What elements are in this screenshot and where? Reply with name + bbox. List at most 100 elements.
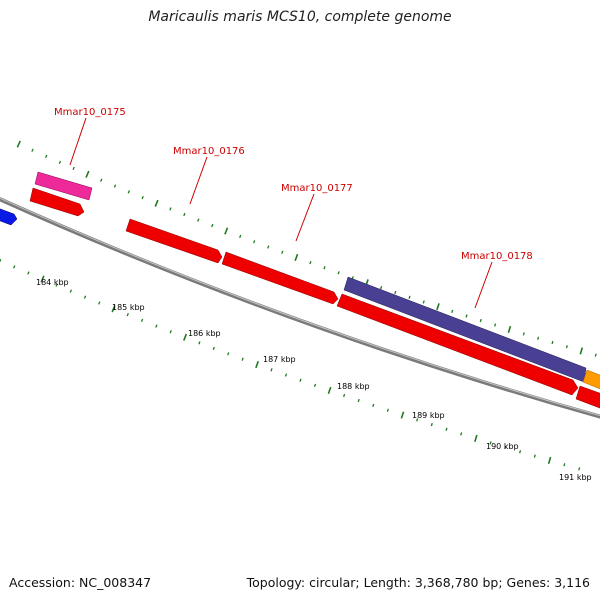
inner-minor-tick [578,467,581,471]
outer-minor-tick [451,309,454,314]
inner-major-tick [327,386,332,395]
inner-minor-tick [155,324,158,328]
orange-feature[interactable] [582,369,600,391]
inner-major-tick [40,275,45,283]
inner-minor-tick [504,445,507,450]
outer-minor-tick [253,240,256,244]
outer-minor-tick [281,250,284,254]
outer-minor-tick [537,336,540,340]
genome-title: Maricaulis maris MCS10, complete genome [148,9,452,25]
inner-major-tick [400,411,405,419]
inner-minor-tick [372,403,375,408]
outer-minor-tick [465,314,468,318]
inner-minor-tick [284,373,288,377]
outer-major-tick [436,303,440,311]
gene-label-mmar10-0175[interactable]: Mmar10_0175 [54,107,126,118]
outer-minor-tick [323,266,326,270]
outer-minor-tick [211,223,214,228]
inner-minor-tick [83,295,87,299]
inner-minor-tick [98,301,101,305]
cds-arrow-small[interactable] [29,187,85,217]
outer-minor-tick [183,212,186,217]
cds-arrow-5[interactable] [575,385,600,410]
outer-major-tick [16,140,21,148]
kbp-label-185: 185 kbp [112,303,145,312]
inner-minor-tick [519,450,522,454]
outer-minor-tick [239,234,242,239]
outer-major-tick [224,227,229,235]
outer-major-tick [85,170,90,178]
inner-minor-tick [69,289,73,293]
blue-feature[interactable] [0,207,18,226]
inner-major-tick [183,333,188,341]
kbp-label-189: 189 kbp [412,411,445,420]
inner-minor-tick [169,330,172,334]
genome-backbone-highlight [0,197,600,417]
pink-feature[interactable] [34,171,93,201]
inner-minor-tick [430,422,433,427]
inner-minor-tick [563,463,566,467]
inner-minor-tick [533,454,536,458]
inner-minor-tick [198,341,201,345]
outer-minor-tick [267,245,270,249]
outer-minor-tick [337,271,340,275]
outer-minor-tick [494,323,497,327]
inner-minor-tick [460,432,463,436]
outer-major-tick [579,347,584,355]
outer-minor-tick [113,184,117,188]
inner-minor-tick [270,368,273,372]
inner-minor-tick [416,418,419,422]
leader-line-0178 [474,261,493,309]
outer-major-tick [507,325,512,334]
genome-summary-text: Topology: circular; Length: 3,368,780 bp… [246,575,590,590]
inner-minor-tick [343,393,346,398]
outer-minor-tick [522,332,525,336]
inner-major-tick [255,360,260,369]
inner-minor-tick [386,408,389,412]
outer-tick-track [16,140,597,357]
outer-major-tick [294,253,299,262]
outer-minor-tick [565,345,568,349]
inner-minor-tick [13,265,16,269]
outer-minor-tick [58,160,62,165]
leader-line-0177 [295,193,315,242]
outer-minor-tick [309,261,312,265]
gene-label-mmar10-0176[interactable]: Mmar10_0176 [173,146,245,157]
inner-minor-tick [489,441,492,445]
kbp-label-190: 190 kbp [486,442,519,451]
outer-minor-tick [31,148,34,152]
outer-minor-tick [197,218,200,222]
outer-minor-tick [169,207,172,211]
inner-major-tick [547,456,552,465]
cds-arrow-4[interactable] [336,293,579,396]
inner-major-tick [111,305,116,313]
outer-minor-tick [72,166,75,171]
gene-label-mmar10-0178[interactable]: Mmar10_0178 [461,251,533,262]
inner-minor-tick [27,271,30,275]
kbp-label-186: 186 kbp [188,329,221,338]
outer-minor-tick [408,295,411,299]
inner-minor-tick [55,283,58,287]
outer-minor-tick [551,340,554,345]
accession-text: Accession: NC_008347 [9,575,152,590]
gene-label-mmar10-0177[interactable]: Mmar10_0177 [281,183,353,194]
inner-major-tick [474,434,478,442]
inner-minor-tick [445,427,448,431]
inner-tick-track [0,258,581,471]
leader-line-0175 [69,117,87,166]
purple-feature[interactable] [343,276,587,383]
outer-minor-tick [594,353,597,357]
inner-minor-tick [299,378,302,382]
cds-arrow-2[interactable] [125,218,223,264]
kbp-label-187: 187 kbp [263,355,296,364]
inner-minor-tick [227,352,230,356]
genome-backbone [0,197,600,419]
inner-minor-tick [0,258,2,263]
kbp-label-191: 191 kbp [559,473,592,482]
cds-arrow-3[interactable] [221,251,339,305]
kbp-label-184: 184 kbp [36,278,69,287]
outer-minor-tick [44,154,48,158]
outer-major-tick [154,199,159,207]
inner-minor-tick [313,383,317,387]
